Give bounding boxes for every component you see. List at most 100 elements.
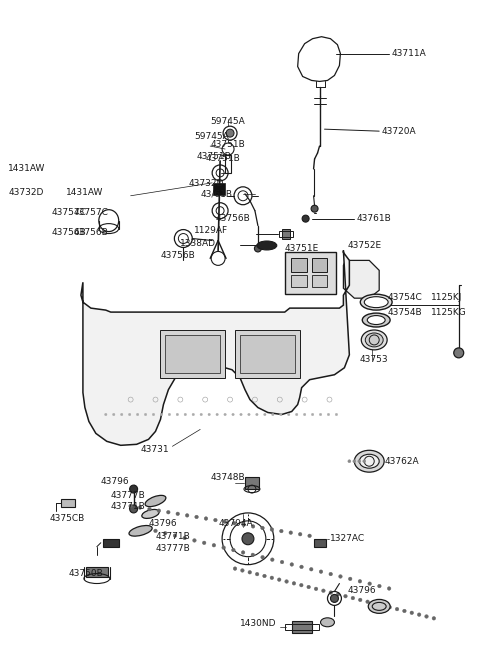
Circle shape — [395, 607, 399, 611]
Circle shape — [335, 413, 337, 416]
Circle shape — [184, 413, 187, 416]
Circle shape — [157, 509, 161, 512]
Text: 43796: 43796 — [148, 520, 177, 528]
Text: 43752E: 43752E — [348, 241, 382, 250]
Circle shape — [105, 413, 107, 416]
Circle shape — [285, 579, 288, 583]
Circle shape — [160, 413, 163, 416]
Bar — [285, 252, 336, 294]
Text: 43794A: 43794A — [218, 520, 253, 528]
Text: 1431AW: 1431AW — [8, 164, 46, 173]
Text: 43751B: 43751B — [196, 152, 231, 160]
Text: 43771B: 43771B — [156, 532, 190, 541]
Text: 43711A: 43711A — [391, 49, 426, 58]
Ellipse shape — [367, 315, 385, 325]
Circle shape — [261, 526, 264, 530]
Bar — [160, 330, 225, 378]
Text: 1430ND: 1430ND — [240, 619, 276, 628]
Text: 1125KJ: 1125KJ — [431, 292, 462, 302]
Circle shape — [270, 528, 274, 532]
Circle shape — [330, 595, 338, 602]
Circle shape — [203, 541, 206, 545]
Circle shape — [327, 413, 330, 416]
Bar — [166, 335, 220, 373]
Ellipse shape — [360, 294, 392, 310]
Circle shape — [311, 205, 318, 212]
Text: 43796: 43796 — [101, 476, 130, 486]
Text: 43753: 43753 — [360, 355, 388, 365]
Circle shape — [183, 536, 187, 540]
Circle shape — [173, 534, 177, 537]
Circle shape — [348, 460, 351, 463]
Bar — [312, 275, 327, 287]
Bar — [86, 566, 108, 577]
Text: 43771B: 43771B — [111, 503, 145, 511]
Circle shape — [240, 413, 242, 416]
Text: 43756B: 43756B — [160, 251, 195, 260]
Text: 1125KG: 1125KG — [431, 307, 467, 317]
Circle shape — [255, 572, 259, 576]
Text: 43777B: 43777B — [156, 544, 190, 553]
Circle shape — [277, 578, 281, 581]
Bar — [313, 539, 325, 547]
Circle shape — [223, 520, 227, 524]
Circle shape — [363, 460, 366, 463]
Circle shape — [417, 613, 421, 616]
Circle shape — [344, 595, 348, 598]
Text: 43751B: 43751B — [210, 139, 245, 148]
Ellipse shape — [368, 599, 390, 614]
Circle shape — [279, 413, 282, 416]
Circle shape — [388, 606, 392, 609]
Circle shape — [289, 531, 292, 534]
Circle shape — [263, 574, 266, 578]
Circle shape — [339, 575, 342, 578]
Circle shape — [353, 460, 356, 463]
Bar — [279, 231, 293, 237]
Bar — [103, 539, 119, 547]
Text: 59745A: 59745A — [210, 117, 245, 125]
Circle shape — [200, 413, 203, 416]
Circle shape — [329, 572, 333, 576]
Text: 43762A: 43762A — [384, 457, 419, 466]
Circle shape — [425, 615, 428, 618]
Circle shape — [454, 348, 464, 358]
Circle shape — [138, 506, 142, 509]
Circle shape — [279, 530, 283, 533]
Circle shape — [248, 413, 250, 416]
Circle shape — [296, 413, 298, 416]
Circle shape — [264, 413, 266, 416]
Circle shape — [300, 565, 303, 569]
Ellipse shape — [321, 618, 335, 627]
Circle shape — [336, 593, 340, 596]
Bar — [282, 229, 290, 238]
Circle shape — [214, 518, 217, 522]
Circle shape — [292, 581, 296, 585]
Circle shape — [176, 413, 179, 416]
Ellipse shape — [257, 241, 277, 250]
Circle shape — [136, 413, 139, 416]
Circle shape — [272, 413, 274, 416]
Text: 43732D: 43732D — [188, 179, 224, 189]
Circle shape — [222, 546, 226, 549]
Bar — [291, 275, 307, 287]
Text: 43756B: 43756B — [74, 228, 108, 237]
Circle shape — [148, 507, 151, 511]
Bar — [235, 330, 300, 378]
Circle shape — [351, 597, 355, 600]
Circle shape — [144, 413, 147, 416]
Circle shape — [252, 524, 255, 528]
Text: 43754B: 43754B — [387, 307, 422, 317]
Circle shape — [358, 579, 362, 583]
Text: 43732D: 43732D — [8, 189, 44, 197]
Text: 43756B: 43756B — [51, 228, 86, 237]
Circle shape — [288, 413, 290, 416]
Circle shape — [224, 413, 226, 416]
Circle shape — [185, 514, 189, 517]
Circle shape — [130, 485, 138, 493]
Circle shape — [216, 413, 218, 416]
Circle shape — [373, 602, 377, 605]
Ellipse shape — [129, 526, 152, 536]
Text: 1338AD: 1338AD — [180, 239, 216, 248]
Circle shape — [302, 215, 309, 222]
Text: 43731: 43731 — [141, 445, 169, 454]
